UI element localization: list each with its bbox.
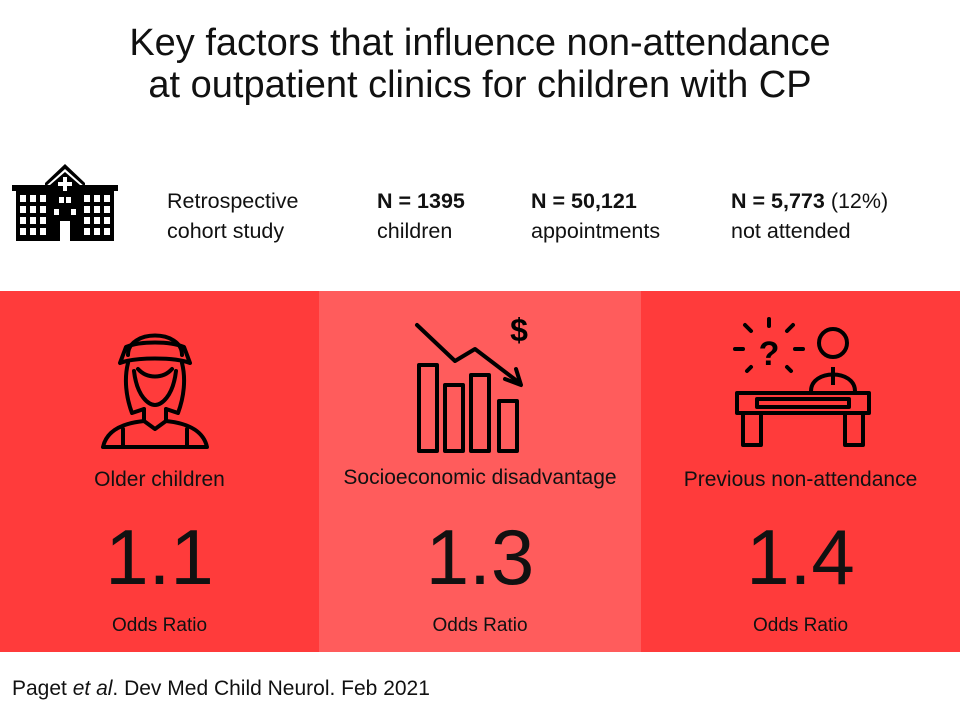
- odds-ratio-value: 1.3: [425, 513, 535, 601]
- study-design: Retrospective cohort study: [167, 186, 298, 246]
- factor-label: Previous non-attendance: [683, 468, 918, 491]
- appointments-count-label: appointments: [531, 219, 661, 243]
- citation-journal: . Dev Med Child Neurol. Feb 2021: [112, 677, 430, 700]
- title-line-2: at outpatient clinics for children with …: [148, 64, 812, 106]
- study-design-line-2: cohort study: [167, 219, 285, 243]
- children-count: N = 1395 children: [377, 186, 465, 246]
- factor-panel-socioeconomic: $ Socioeconomic disadvantage 1.3 Odds Ra…: [319, 291, 641, 652]
- page-title: Key factors that influence non-attendanc…: [0, 22, 960, 106]
- factor-panel-previous-non-attendance: ? Previous non-attendance 1.4 Odds Ratio: [641, 291, 960, 652]
- citation: Paget et al. Dev Med Child Neurol. Feb 2…: [12, 677, 430, 701]
- factor-panel-older-children: Older children 1.1 Odds Ratio: [0, 291, 319, 652]
- not-attended-count: N = 5,773 (12%) not attended: [731, 186, 888, 246]
- teen-person-icon: [101, 333, 209, 449]
- not-attended-count-value: N = 5,773: [731, 189, 825, 213]
- odds-ratio-label: Odds Ratio: [752, 615, 849, 636]
- question-desk-icon: ?: [733, 317, 871, 447]
- children-count-label: children: [377, 219, 453, 243]
- appointments-count: N = 50,121 appointments: [531, 186, 660, 246]
- study-design-line-1: Retrospective: [167, 189, 299, 213]
- odds-ratio-label: Odds Ratio: [111, 615, 208, 636]
- odds-ratio-label: Odds Ratio: [432, 615, 528, 636]
- appointments-count-value: N = 50,121: [531, 189, 637, 213]
- odds-ratio-value: 1.4: [746, 513, 855, 601]
- title-line-1: Key factors that influence non-attendanc…: [129, 22, 831, 64]
- svg-text:$: $: [510, 315, 528, 348]
- factor-label: Socioeconomic disadvantage: [343, 466, 617, 489]
- hospital-icon: [12, 164, 118, 241]
- not-attended-label: not attended: [731, 219, 851, 243]
- citation-etal: et al: [72, 677, 113, 700]
- odds-ratio-value: 1.1: [105, 513, 214, 601]
- children-count-value: N = 1395: [377, 189, 465, 213]
- svg-text:?: ?: [759, 335, 780, 373]
- not-attended-percent: (12%): [824, 189, 889, 213]
- factor-label: Older children: [94, 468, 225, 491]
- citation-author: Paget: [12, 677, 73, 700]
- declining-chart-dollar-icon: $: [415, 315, 528, 453]
